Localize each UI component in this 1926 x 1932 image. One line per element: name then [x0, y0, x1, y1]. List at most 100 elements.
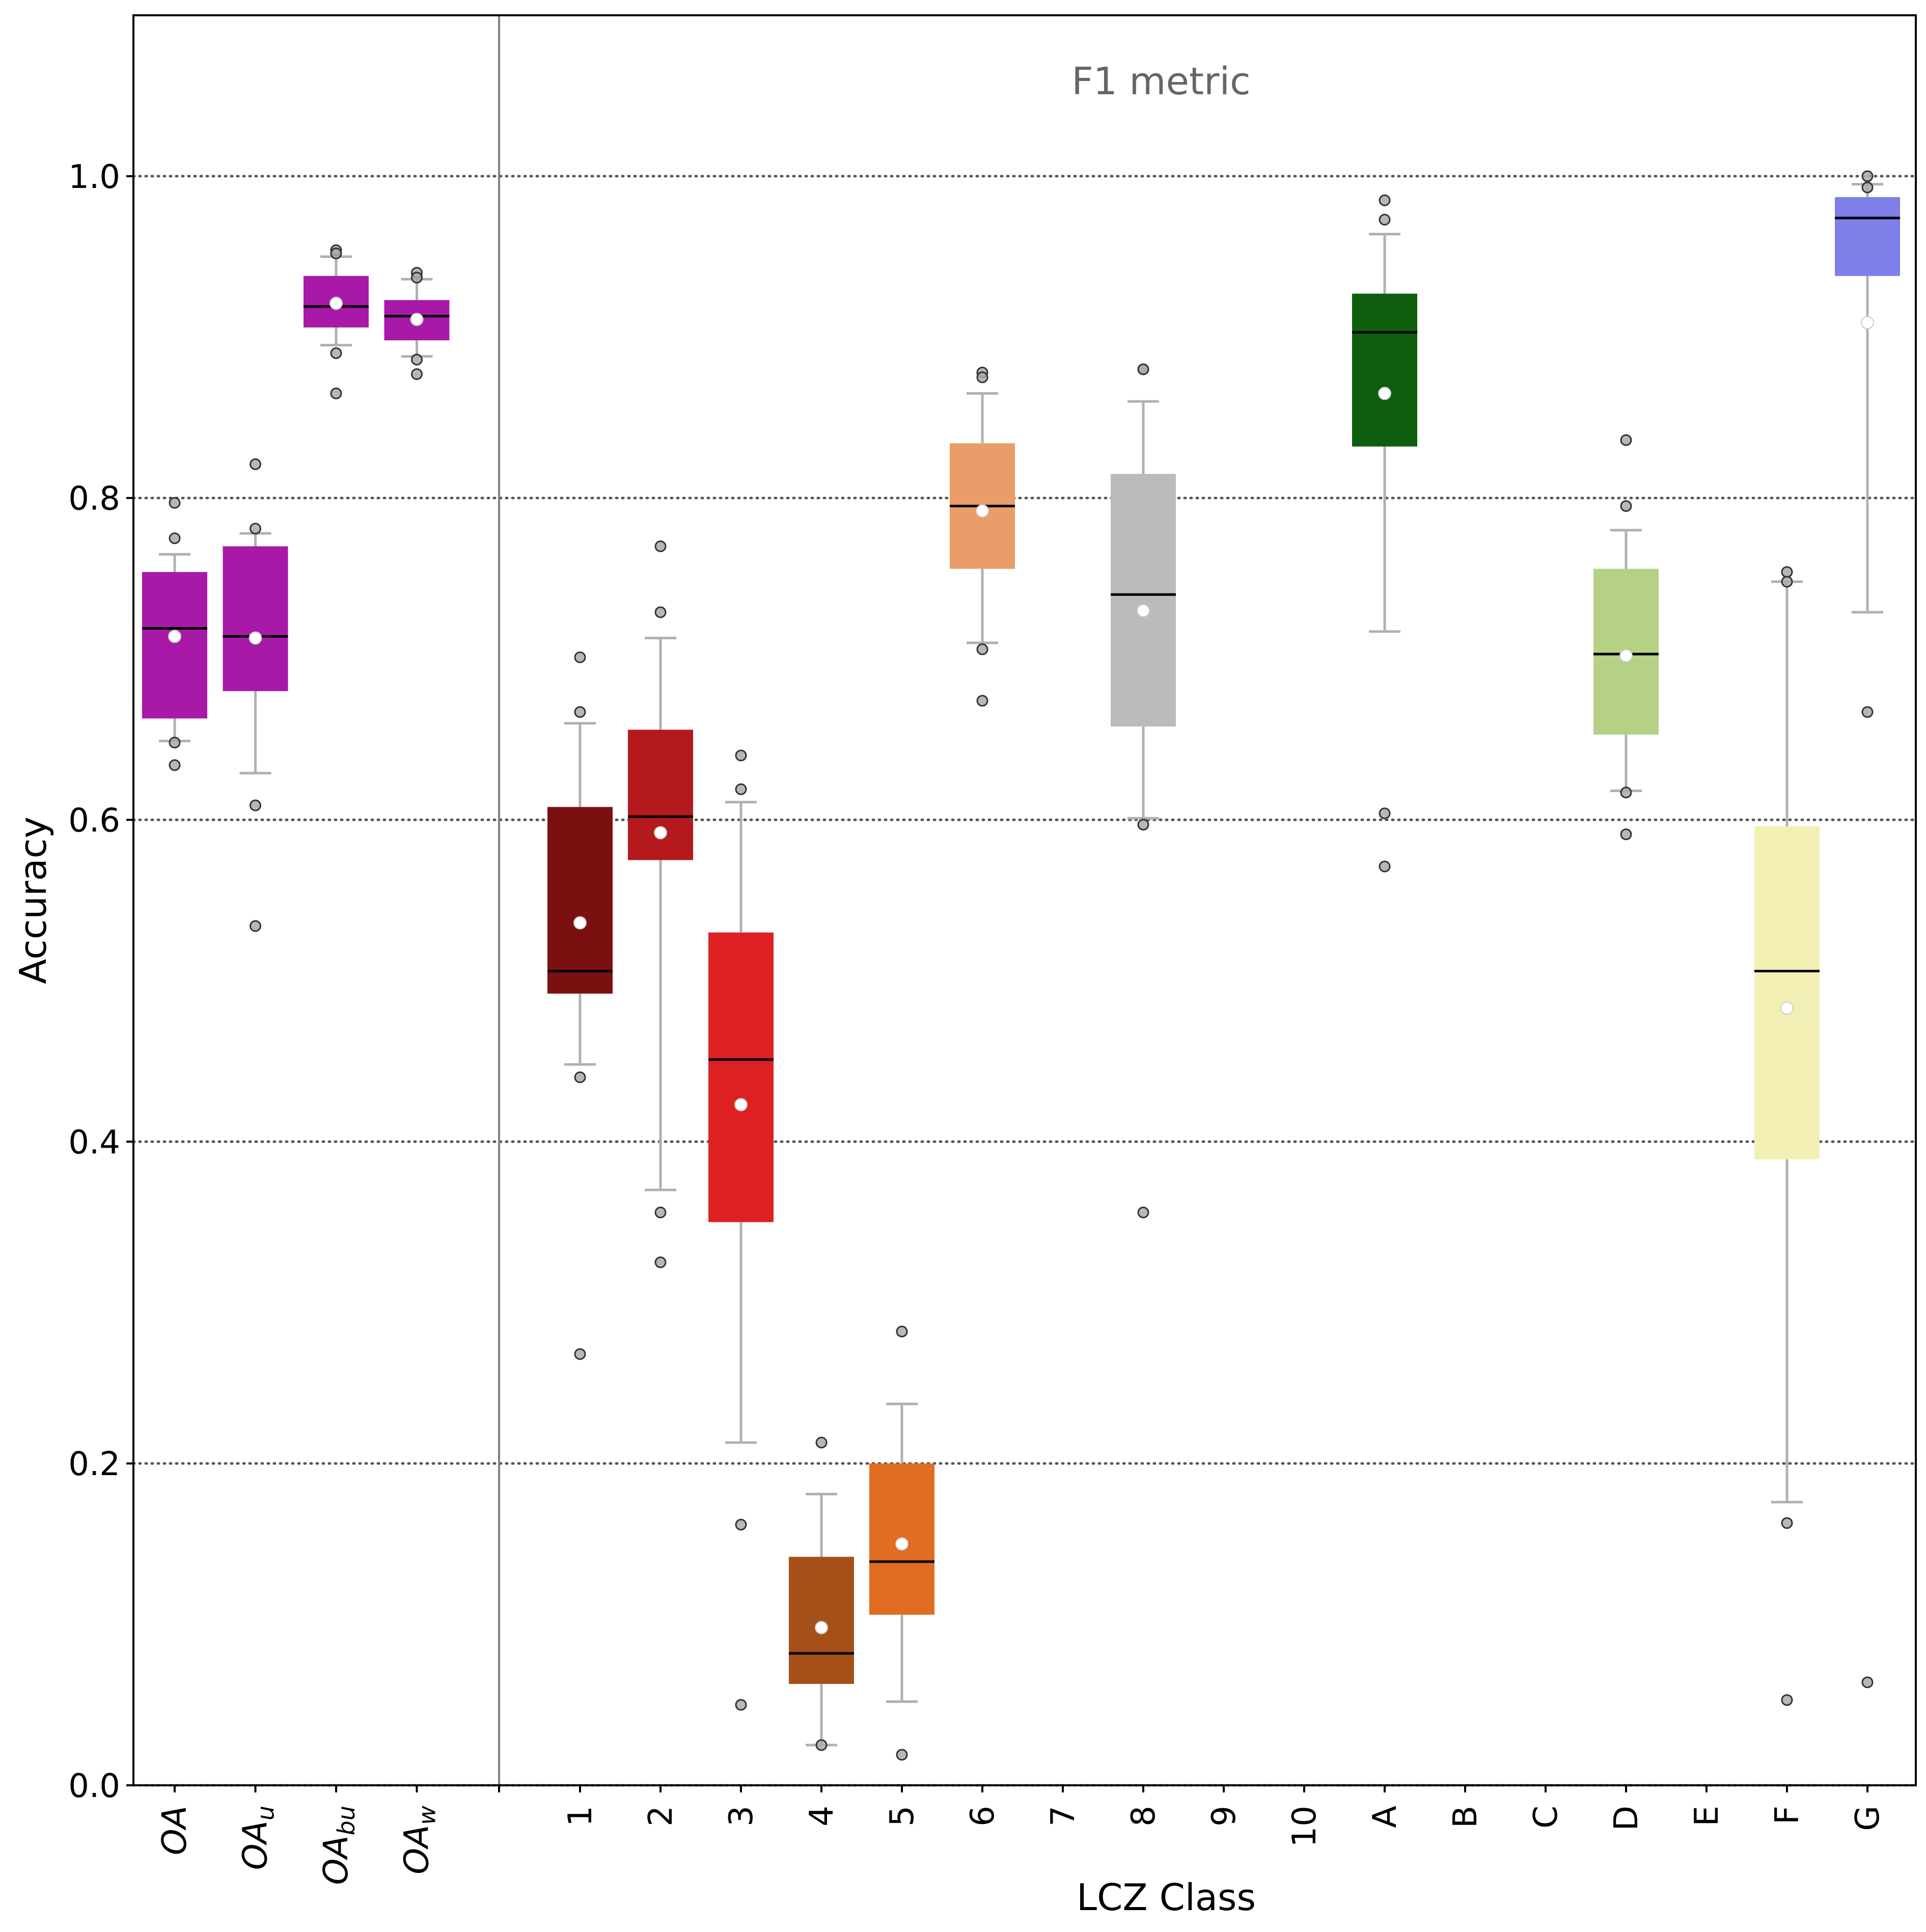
box-class-8-outlier-2 [1137, 819, 1149, 831]
box-class-8-outlier-1 [1137, 363, 1149, 375]
box-class-g [1835, 170, 1900, 1689]
box-class-4 [789, 1436, 854, 1751]
box-class-5 [869, 1325, 934, 1761]
box-class-8-outlier-3 [1137, 1206, 1149, 1218]
box-class-8 [1111, 363, 1176, 1218]
xtick-label-B: B [1447, 1806, 1484, 1828]
xtick-label-5: 5 [884, 1806, 921, 1827]
box-oa-u-outlier-3 [250, 920, 261, 932]
box-class-d-mean-marker [1619, 649, 1633, 663]
xtick-label-G: G [1849, 1806, 1887, 1831]
axes-frame [132, 14, 1917, 1786]
box-class-2-outlier-3 [654, 1256, 667, 1268]
box-class-f-outlier-2 [1781, 1517, 1793, 1529]
ytick-label-0.4: 0.4 [68, 1124, 120, 1161]
box-class-1-mean-marker [573, 916, 587, 930]
xtick-label-subscript: u [252, 1806, 280, 1820]
box-oa-u-outlier-1 [250, 523, 261, 535]
box-class-6-outlier-3 [976, 695, 988, 707]
box-class-d-outlier-3 [1620, 828, 1632, 840]
box-class-4-iqr-box [789, 1557, 854, 1684]
xtick-label-8: 8 [1125, 1806, 1163, 1827]
box-class-6-outlier-2 [976, 643, 988, 656]
box-class-1-outlier-2 [574, 1071, 586, 1083]
xtick-label-10: 10 [1286, 1806, 1324, 1847]
box-class-1-outlier-0 [574, 651, 586, 663]
box-class-1 [547, 651, 613, 1360]
box-oa-w [384, 266, 450, 380]
box-class-f-iqr-box [1754, 826, 1820, 1160]
box-class-4-outlier-1 [815, 1739, 828, 1751]
box-class-5-outlier-0 [896, 1325, 908, 1338]
xtick-label-3: 3 [723, 1806, 760, 1827]
box-oa-w-outlier-3 [411, 368, 423, 380]
box-class-1-iqr-box [547, 807, 613, 994]
xtick-label-F: F [1769, 1806, 1806, 1825]
box-class-8-iqr-box [1111, 474, 1176, 727]
xtick-label-C: C [1527, 1806, 1565, 1829]
box-class-6-outlier-1 [976, 371, 988, 384]
box-oa-w-outlier-1 [411, 271, 423, 284]
box-class-3 [708, 749, 774, 1711]
y-axis-title: Accuracy [12, 817, 54, 984]
box-class-a-iqr-box [1352, 293, 1417, 447]
box-class-a-outlier-3 [1379, 860, 1391, 873]
box-class-3-mean-marker [734, 1098, 748, 1111]
box-class-a-mean-marker [1378, 387, 1391, 400]
box-oa-u-outlier-0 [250, 458, 261, 470]
box-oa-u-outlier-2 [250, 799, 261, 811]
box-class-g-mean-marker [1861, 316, 1874, 330]
box-oa-bu-outlier-3 [330, 387, 342, 399]
box-class-2-mean-marker [654, 826, 667, 839]
box-class-f-mean-marker [1780, 1001, 1794, 1015]
box-oa-outlier-1 [169, 532, 181, 545]
box-class-5-outlier-1 [896, 1749, 908, 1761]
box-class-3-outlier-1 [735, 783, 747, 796]
box-class-d-outlier-2 [1620, 786, 1632, 799]
box-class-3-outlier-0 [735, 749, 747, 761]
ytick-label-0.8: 0.8 [68, 480, 120, 518]
box-class-3-iqr-box [708, 932, 774, 1222]
box-class-a-outlier-0 [1379, 194, 1391, 206]
box-class-g-outlier-3 [1861, 1676, 1874, 1689]
xtick-label-main: OA [397, 1825, 436, 1874]
box-oa-mean-marker [168, 630, 181, 643]
box-class-5-mean-marker [895, 1537, 909, 1551]
xtick-label-main: OA [236, 1820, 275, 1870]
plot-border [132, 14, 1917, 1786]
box-class-2-iqr-box [628, 729, 693, 860]
box-oa-outlier-0 [169, 497, 181, 509]
x-axis-title: LCZ Class [1077, 1876, 1256, 1919]
ytick-label-0.0: 0.0 [68, 1767, 120, 1805]
box-class-d-outlier-1 [1620, 500, 1632, 512]
box-oa-bu-outlier-1 [330, 248, 342, 260]
xtick-label-D: D [1608, 1806, 1645, 1831]
xtick-label-2: 2 [642, 1806, 680, 1827]
xtick-label-1: 1 [562, 1806, 599, 1827]
box-class-4-outlier-0 [815, 1436, 828, 1449]
xtick-label-9: 9 [1205, 1806, 1243, 1827]
box-oa-bu [304, 244, 369, 399]
box-class-g-outlier-2 [1861, 706, 1874, 718]
box-class-2 [628, 540, 693, 1268]
box-class-3-outlier-3 [735, 1699, 747, 1711]
grid-lines [132, 175, 1917, 1787]
metric-annotation: F1 metric [1071, 60, 1250, 103]
xtick-label-E: E [1688, 1806, 1726, 1826]
ytick-label-0.2: 0.2 [68, 1446, 120, 1483]
box-class-4-mean-marker [815, 1621, 828, 1635]
box-class-1-outlier-1 [574, 706, 586, 718]
xtick-label-7: 7 [1044, 1806, 1082, 1827]
box-class-d [1593, 434, 1659, 840]
ytick-label-0.6: 0.6 [68, 802, 120, 840]
ytick-label-1.0: 1.0 [68, 158, 120, 196]
box-class-a-outlier-1 [1379, 213, 1391, 226]
box-series [142, 170, 1900, 1761]
box-oa-u [223, 458, 288, 932]
box-class-g-iqr-box [1835, 197, 1900, 276]
box-oa-outlier-2 [169, 737, 181, 749]
xtick-label-main: OA [155, 1806, 194, 1855]
box-oa-iqr-box [142, 572, 207, 719]
